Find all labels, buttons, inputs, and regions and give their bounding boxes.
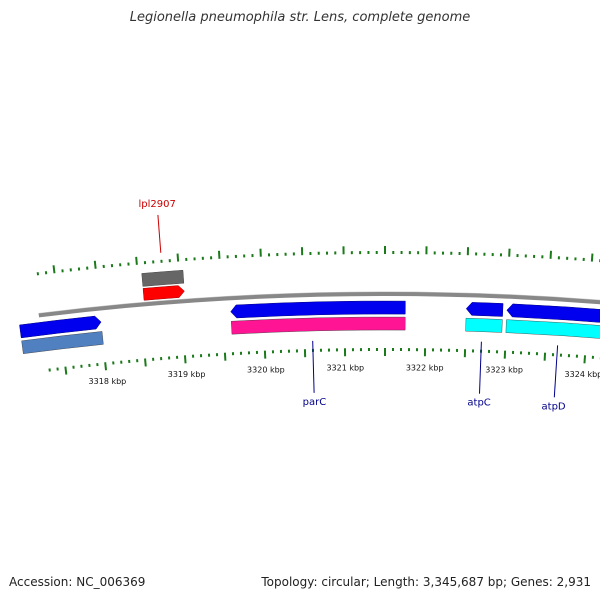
cds-arrow [19, 315, 102, 339]
map-title: Legionella pneumophila str. Lens, comple… [129, 10, 471, 25]
feature-leader-line [312, 340, 315, 393]
pseudo-gene-block [141, 269, 185, 287]
inner-ring-major-tick [183, 355, 187, 364]
outer-ring-major-tick [52, 265, 56, 274]
gene-block [505, 319, 600, 339]
feature-leader-line [479, 341, 482, 394]
outer-ring-major-tick [590, 253, 594, 262]
gene-block [465, 317, 503, 333]
outer-ring-major-tick [93, 260, 97, 269]
feature-leader-line [157, 214, 162, 253]
accession-label: Accession: NC_006369 [9, 575, 146, 589]
tick-label: 3323 kbp [485, 366, 523, 375]
tick-label: 3318 kbp [89, 377, 127, 386]
feature-label: atpD [542, 401, 566, 412]
feature-leader-line [553, 345, 559, 398]
feature-label: parC [303, 397, 327, 408]
backbone-arc [38, 292, 600, 318]
gene-block [230, 316, 406, 335]
inner-ring-major-tick [144, 358, 147, 367]
tick-label: 3321 kbp [326, 363, 364, 372]
tick-label: 3319 kbp [168, 370, 206, 379]
tick-label: 3324 kbp [565, 370, 600, 379]
inner-ring-major-tick [583, 355, 587, 364]
genome-summary-label: Topology: circular; Length: 3,345,687 bp… [261, 575, 591, 589]
tick-label: 3322 kbp [406, 363, 444, 372]
gene-block [21, 331, 104, 354]
outer-ring-major-tick [176, 253, 180, 262]
tick-label: 3320 kbp [247, 366, 285, 375]
feature-label: atpC [467, 398, 490, 409]
cds-arrow [506, 303, 600, 323]
cds-arrow [465, 302, 504, 317]
inner-ring-major-tick [64, 366, 68, 375]
cds-arrow [230, 300, 406, 319]
outer-ring-major-tick [135, 256, 138, 265]
feature-label: lpl2907 [139, 199, 176, 210]
inner-ring-major-tick [104, 362, 108, 371]
pseudo-cds-arrow [142, 285, 185, 301]
